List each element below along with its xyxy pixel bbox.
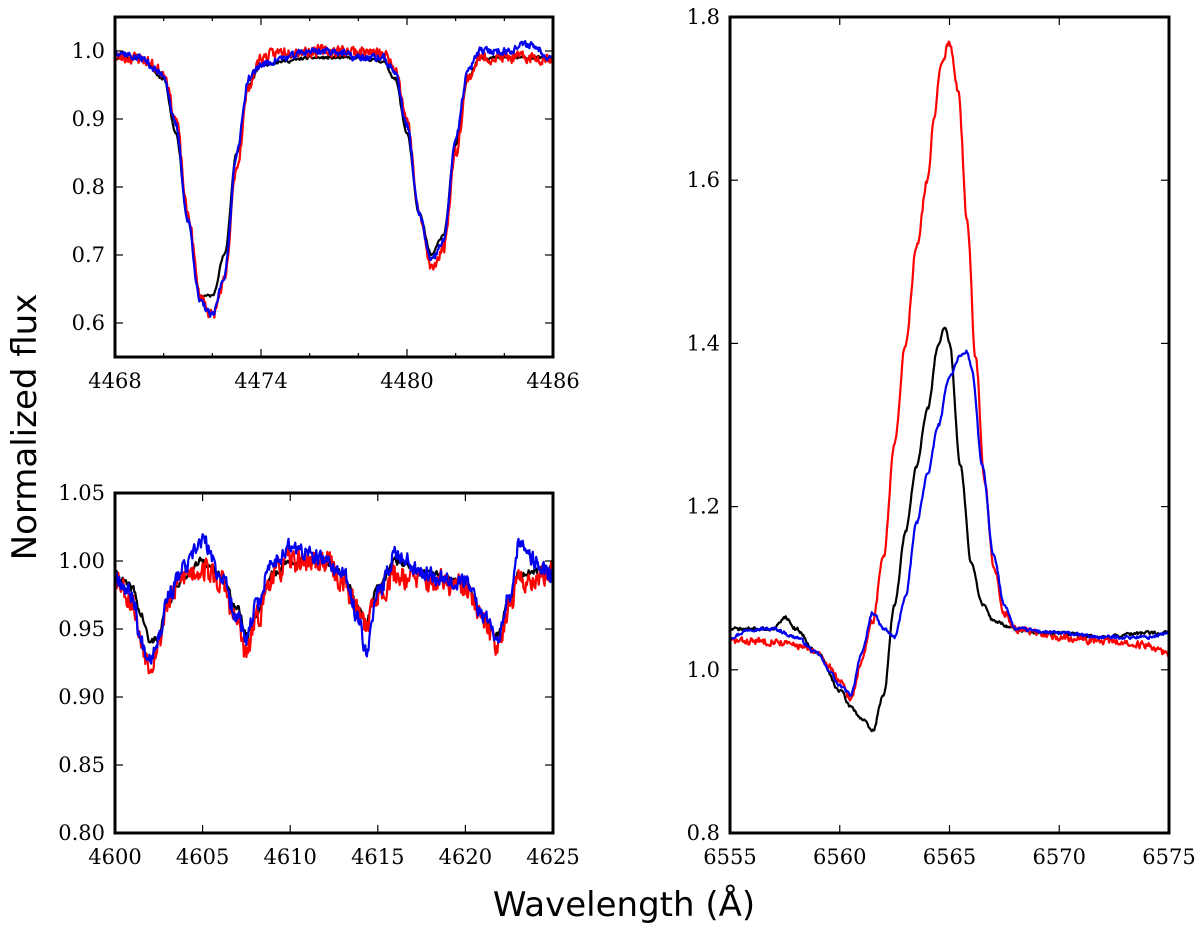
bottom-left-xtick-label: 4605 [176, 845, 229, 869]
top-left-ytick-label: 0.6 [72, 311, 105, 335]
right-ytick-label: 1.2 [687, 495, 720, 519]
bottom-left-xtick-label: 4610 [263, 845, 316, 869]
right-series-red [730, 40, 1169, 702]
bottom-left-ytick-label: 1.00 [58, 549, 105, 573]
right-xtick-label: 6555 [703, 845, 756, 869]
right-series-group [730, 40, 1169, 733]
top-left-ytick-label: 0.7 [72, 243, 105, 267]
y-axis-label: Normalized flux [5, 294, 45, 561]
top-left-axes-frame [113, 15, 555, 359]
panel-right: 6555 6560 6565 6570 6575 0.8 1.0 1.2 1.4 1.6 1.8 [687, 5, 1196, 869]
top-left-xtick-label: 4474 [234, 369, 287, 393]
right-ytick-label: 1.4 [687, 331, 720, 355]
right-ytick-label: 1.6 [687, 168, 720, 192]
top-left-series-red [115, 43, 553, 319]
x-axis-label: Wavelength (Å) [493, 884, 755, 925]
right-xtick-label: 6570 [1033, 845, 1086, 869]
bottom-left-ytick-label: 0.80 [58, 821, 105, 845]
top-left-xtick-label: 4468 [88, 369, 141, 393]
top-left-ytick-label: 0.9 [72, 107, 105, 131]
right-xtick-label: 6575 [1142, 845, 1195, 869]
panel-top-left: 4468 4474 4480 4486 0.6 0.7 0.8 0.9 1.0 [72, 15, 580, 393]
bottom-left-xtick-label: 4615 [351, 845, 404, 869]
top-left-ytick-label: 1.0 [72, 39, 105, 63]
bottom-left-series-group [115, 533, 553, 675]
right-axes-frame [728, 15, 1171, 835]
bottom-left-xtick-label: 4620 [439, 845, 492, 869]
bottom-left-axes-frame [113, 491, 555, 835]
bottom-left-ytick-label: 0.85 [58, 753, 105, 777]
right-series-blue [730, 349, 1169, 698]
bottom-left-ytick-label: 0.90 [58, 685, 105, 709]
right-ytick-label: 1.0 [687, 658, 720, 682]
bottom-left-series-blue [115, 533, 553, 665]
right-xtick-label: 6565 [923, 845, 976, 869]
bottom-left-xtick-label: 4625 [526, 845, 579, 869]
right-xtick-label: 6560 [813, 845, 866, 869]
bottom-left-xtick-label: 4600 [88, 845, 141, 869]
right-ytick-label: 1.8 [687, 5, 720, 29]
top-left-ytick-label: 0.8 [72, 175, 105, 199]
bottom-left-ytick-label: 1.05 [58, 481, 105, 505]
top-left-series-blue [115, 39, 553, 318]
right-ytick-label: 0.8 [687, 821, 720, 845]
top-left-series-group [115, 39, 553, 319]
top-left-xtick-label: 4486 [526, 369, 579, 393]
panel-bottom-left: 4600 4605 4610 4615 4620 4625 0.80 0.85 0.90 0.95… [58, 481, 579, 869]
top-left-xtick-label: 4480 [380, 369, 433, 393]
bottom-left-ytick-label: 0.95 [58, 617, 105, 641]
